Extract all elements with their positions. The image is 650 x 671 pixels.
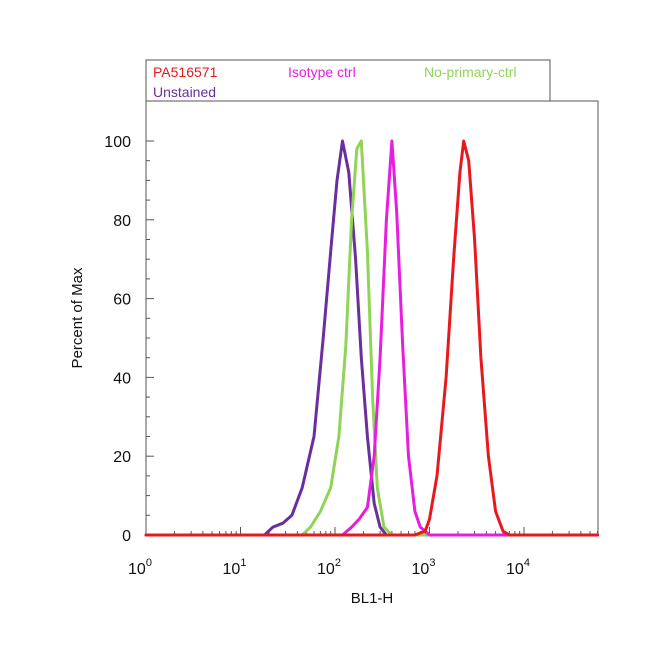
x-tick-label: 103 <box>412 557 436 578</box>
legend-item-unstained: Unstained <box>153 84 216 100</box>
y-tick-label: 100 <box>104 134 131 151</box>
x-tick-label: 100 <box>128 557 152 578</box>
x-axis-title: BL1-H <box>351 590 394 607</box>
y-tick-label: 40 <box>113 370 131 387</box>
legend-item-no-primary-ctrl: No-primary-ctrl <box>424 64 517 80</box>
series-line-isotype-ctrl <box>144 139 599 537</box>
legend: PA516571 Isotype ctrl No-primary-ctrl Un… <box>145 59 551 102</box>
series-line-pa516571 <box>144 139 599 537</box>
x-tick-label: 102 <box>317 557 341 578</box>
x-tick-label: 104 <box>506 557 530 578</box>
x-axis: 100 101 102 103 104 <box>128 527 599 578</box>
y-axis-title: Percent of Max <box>69 267 86 368</box>
series-line-unstained <box>144 139 599 537</box>
y-axis: 0 20 40 60 80 100 <box>104 134 154 545</box>
legend-box <box>145 59 551 102</box>
y-tick-label: 80 <box>113 213 131 230</box>
y-tick-label: 60 <box>113 292 131 309</box>
legend-item-isotype-ctrl: Isotype ctrl <box>288 64 356 80</box>
series-layer <box>144 139 599 537</box>
y-tick-label: 0 <box>122 528 131 545</box>
series-line-no-primary-ctrl <box>144 139 599 537</box>
y-tick-label: 20 <box>113 449 131 466</box>
legend-item-pa516571: PA516571 <box>153 64 218 80</box>
x-tick-label: 101 <box>223 557 247 578</box>
